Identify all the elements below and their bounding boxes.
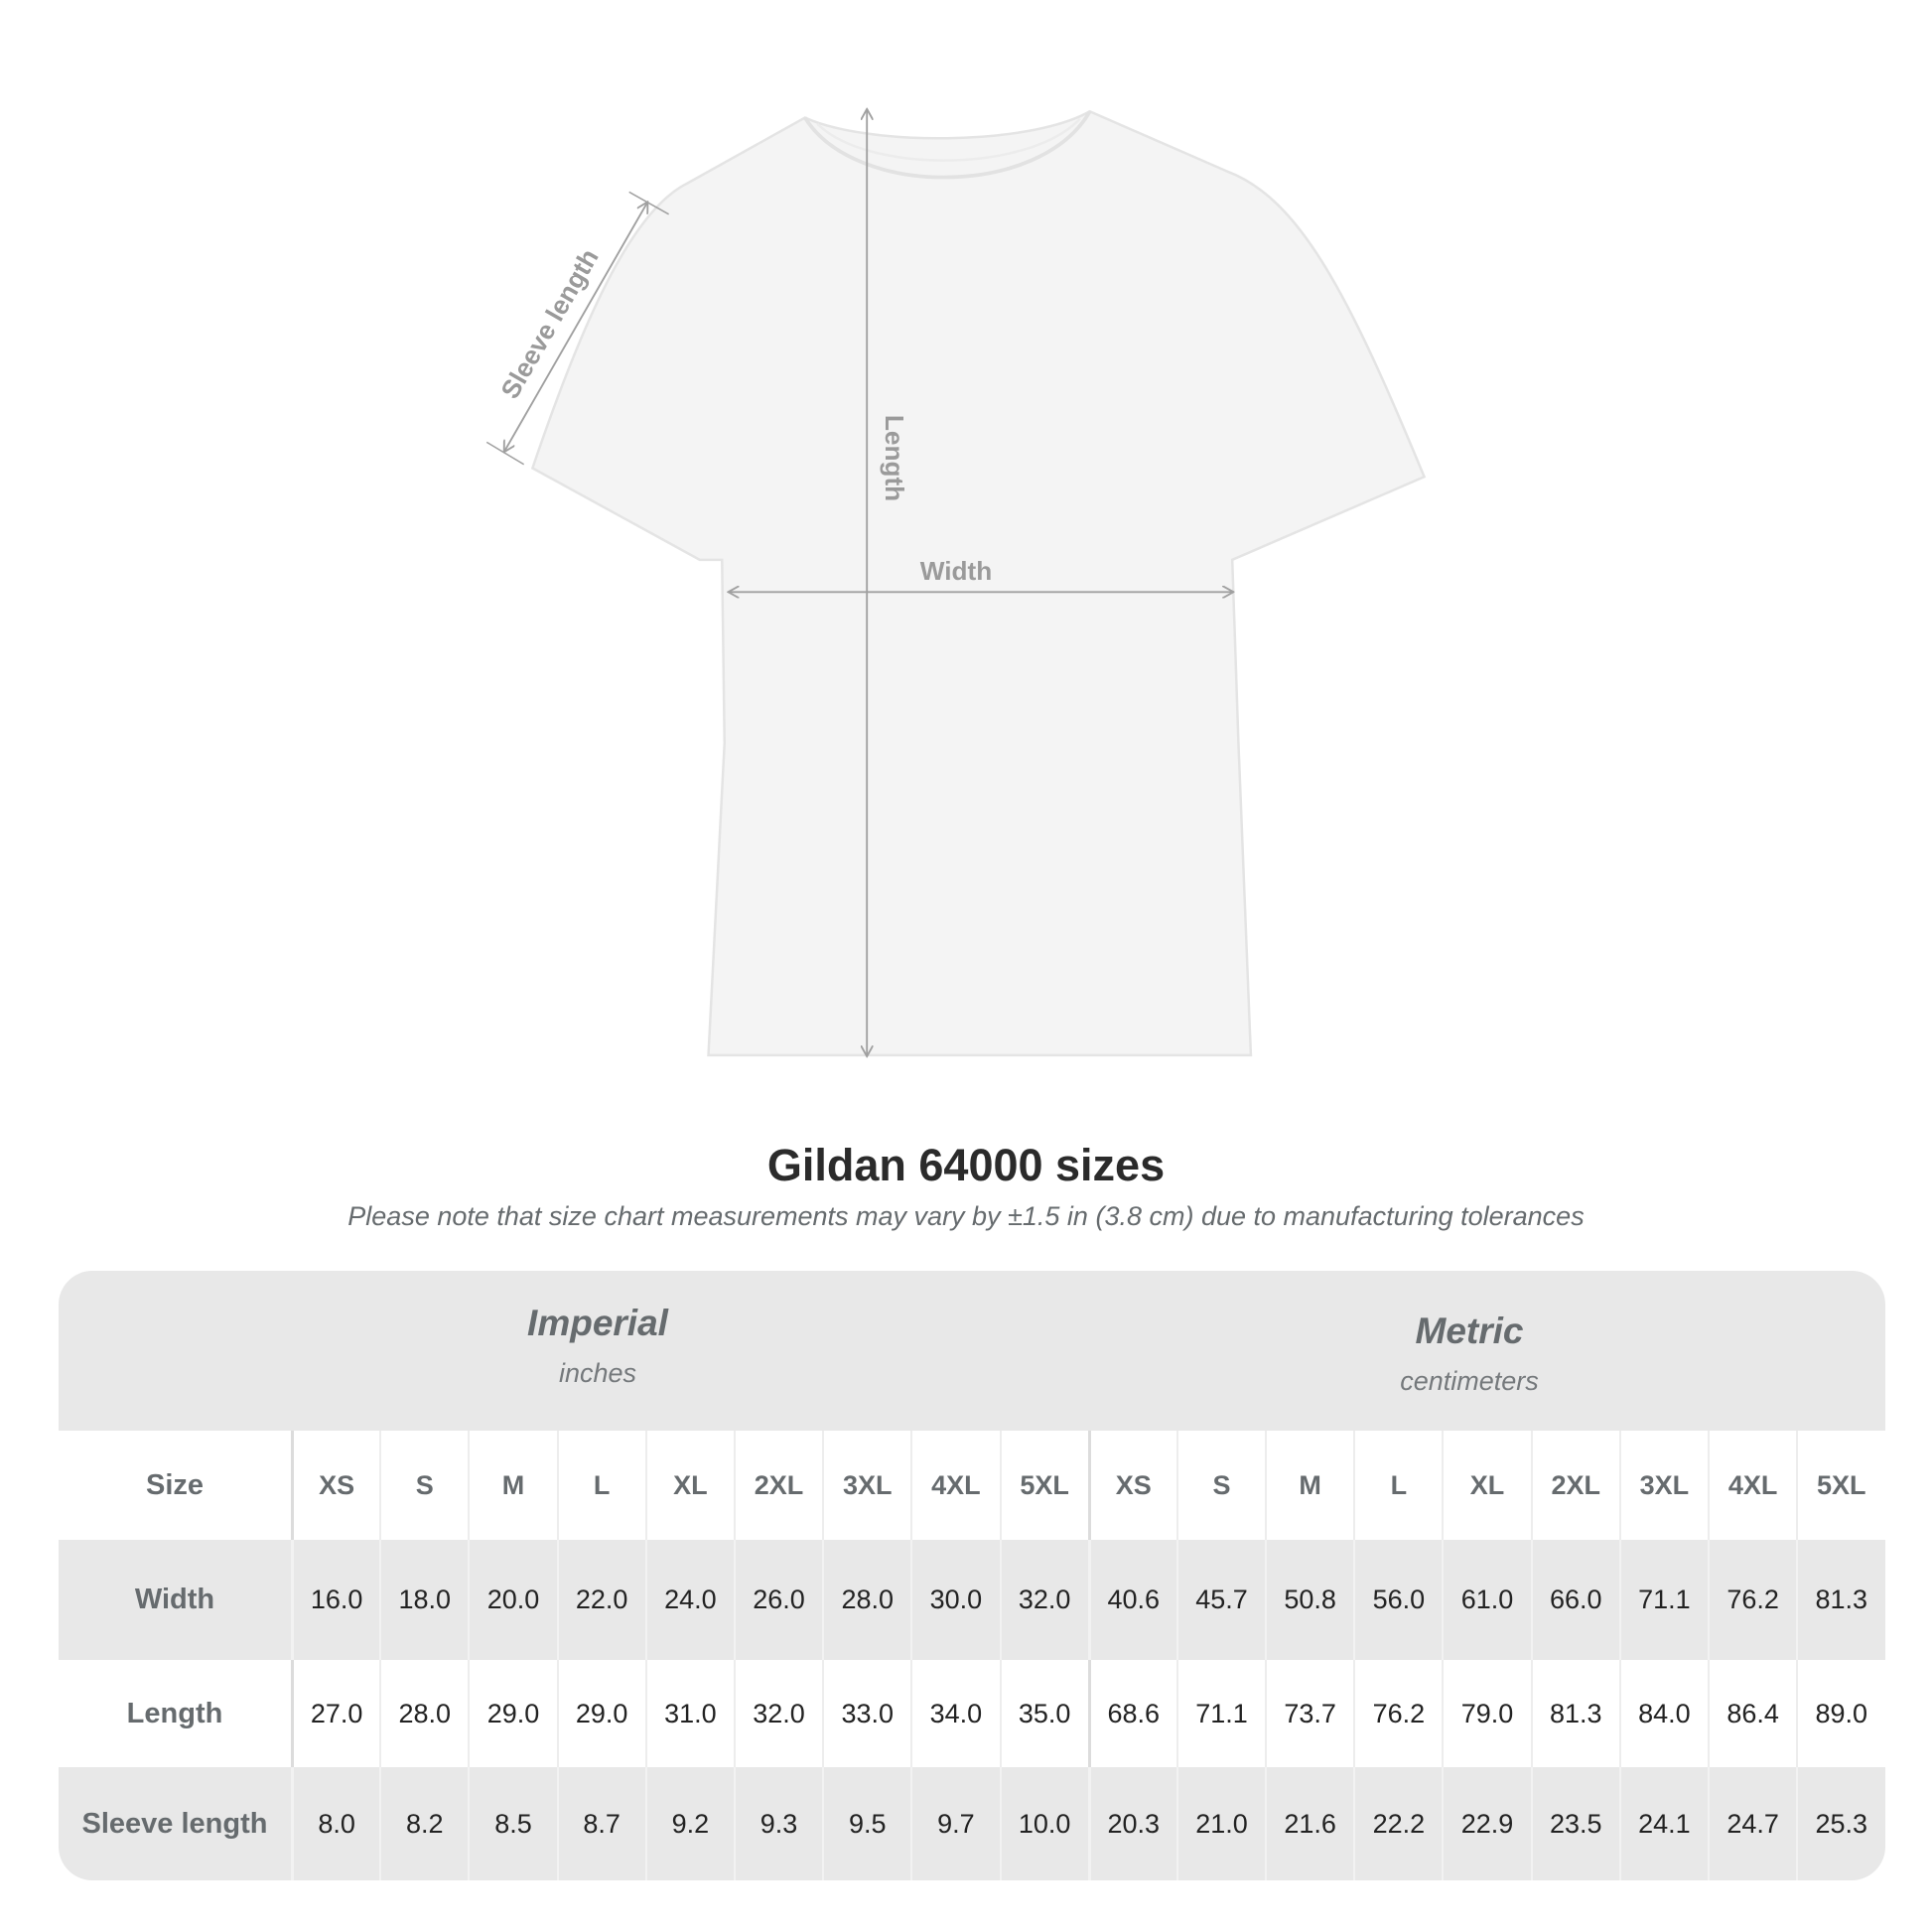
size-header-imperial-l: L (556, 1431, 645, 1540)
table-cell: 24.7 (1708, 1767, 1796, 1880)
table-cell: 89.0 (1796, 1660, 1884, 1767)
size-header-imperial-2xl: 2XL (733, 1431, 822, 1540)
page-title: Gildan 64000 sizes (766, 1140, 1166, 1190)
table-cell: 56.0 (1353, 1540, 1442, 1660)
size-header-metric-xs: XS (1087, 1431, 1176, 1540)
table-cell: 24.0 (644, 1540, 734, 1660)
table-cell: 40.6 (1087, 1540, 1176, 1660)
table-cell: 33.0 (822, 1660, 910, 1767)
imperial-header: Imperial inches (349, 1303, 846, 1389)
size-header-metric-s: S (1175, 1431, 1265, 1540)
table-row-width: Width 16.0 18.0 20.0 22.0 24.0 26.0 28.0 30.0 32.… (59, 1540, 1885, 1660)
table-cell: 28.0 (379, 1660, 468, 1767)
table-row-length: Length 27.0 28.0 29.0 29.0 31.0 32.0 33.0 34.0 35… (59, 1660, 1885, 1767)
width-label: Width (920, 556, 992, 586)
table-cell: 8.7 (556, 1767, 645, 1880)
table-cell: 32.0 (733, 1660, 822, 1767)
table-cell: 9.5 (822, 1767, 910, 1880)
imperial-title: Imperial (527, 1303, 668, 1343)
table-cell: 9.3 (733, 1767, 822, 1880)
table-cell: 79.0 (1442, 1660, 1530, 1767)
size-header-metric-xl: XL (1442, 1431, 1530, 1540)
table-cell: 10.0 (999, 1767, 1088, 1880)
table-cell: 25.3 (1796, 1767, 1884, 1880)
table-cell: 8.5 (468, 1767, 556, 1880)
table-cell: 21.0 (1175, 1767, 1265, 1880)
size-header-metric-5xl: 5XL (1796, 1431, 1884, 1540)
table-cell: 18.0 (379, 1540, 468, 1660)
tolerance-note: Please note that size chart measurements… (347, 1201, 1585, 1231)
table-cell: 86.4 (1708, 1660, 1796, 1767)
size-header-imperial-5xl: 5XL (999, 1431, 1088, 1540)
table-cell: 35.0 (999, 1660, 1088, 1767)
table-cell: 16.0 (291, 1540, 379, 1660)
row-label: Sleeve length (81, 1807, 268, 1840)
table-cell: 26.0 (733, 1540, 822, 1660)
table-cell: 27.0 (291, 1660, 379, 1767)
units-header: Imperial inches Metric centimeters (59, 1271, 1885, 1431)
table-cell: 20.0 (468, 1540, 556, 1660)
table-cell: 9.2 (644, 1767, 734, 1880)
table-cell: 73.7 (1265, 1660, 1353, 1767)
table-cell: 66.0 (1530, 1540, 1619, 1660)
table-cell: 68.6 (1087, 1660, 1176, 1767)
table-cell: 76.2 (1353, 1660, 1442, 1767)
imperial-unit: inches (558, 1358, 637, 1388)
table-cell: 20.3 (1087, 1767, 1176, 1880)
size-label: Size (145, 1468, 205, 1501)
table-cell: 28.0 (822, 1540, 910, 1660)
table-cell: 50.8 (1265, 1540, 1353, 1660)
table-cell: 45.7 (1175, 1540, 1265, 1660)
table-cell: 84.0 (1618, 1660, 1708, 1767)
size-header-metric-m: M (1265, 1431, 1353, 1540)
size-header-metric-2xl: 2XL (1530, 1431, 1619, 1540)
table-cell: 22.0 (556, 1540, 645, 1660)
size-table: Imperial inches Metric centimeters Size … (59, 1271, 1885, 1880)
table-cell: 29.0 (468, 1660, 556, 1767)
size-header-row: Size XS S M L XL 2XL 3XL 4XL 5XL XS S M L XL 2XL 3XL 4XL… (59, 1431, 1885, 1540)
table-cell: 34.0 (910, 1660, 999, 1767)
metric-unit: centimeters (1400, 1366, 1539, 1396)
size-header-metric-l: L (1353, 1431, 1442, 1540)
size-header-imperial-xs: XS (291, 1431, 379, 1540)
table-cell: 76.2 (1708, 1540, 1796, 1660)
table-cell: 22.2 (1353, 1767, 1442, 1880)
table-cell: 71.1 (1618, 1540, 1708, 1660)
size-header-imperial-s: S (379, 1431, 468, 1540)
row-label: Width (134, 1584, 215, 1615)
size-header-imperial-xl: XL (644, 1431, 734, 1540)
table-cell: 24.1 (1618, 1767, 1708, 1880)
row-label: Length (126, 1697, 223, 1729)
table-cell: 23.5 (1530, 1767, 1619, 1880)
table-cell: 61.0 (1442, 1540, 1530, 1660)
sleeve-arrow (504, 202, 648, 452)
table-cell: 81.3 (1796, 1540, 1884, 1660)
metric-header: Metric centimeters (1221, 1311, 1718, 1397)
table-cell: 71.1 (1175, 1660, 1265, 1767)
table-cell: 31.0 (644, 1660, 734, 1767)
table-row-sleeve-length: Sleeve length 8.0 8.2 8.5 8.7 9.2 9.3 9.5 9.7 10.… (59, 1767, 1885, 1880)
table-cell: 22.9 (1442, 1767, 1530, 1880)
size-header-imperial-4xl: 4XL (910, 1431, 999, 1540)
length-label: Length (880, 415, 909, 501)
table-cell: 9.7 (910, 1767, 999, 1880)
metric-title: Metric (1415, 1311, 1524, 1351)
table-cell: 30.0 (910, 1540, 999, 1660)
size-header-metric-3xl: 3XL (1618, 1431, 1708, 1540)
size-header-imperial-m: M (468, 1431, 556, 1540)
size-header-metric-4xl: 4XL (1708, 1431, 1796, 1540)
table-cell: 29.0 (556, 1660, 645, 1767)
table-cell: 8.0 (291, 1767, 379, 1880)
table-cell: 8.2 (379, 1767, 468, 1880)
table-cell: 81.3 (1530, 1660, 1619, 1767)
size-header-imperial-3xl: 3XL (822, 1431, 910, 1540)
table-cell: 32.0 (999, 1540, 1088, 1660)
collar (803, 110, 1092, 180)
table-cell: 21.6 (1265, 1767, 1353, 1880)
